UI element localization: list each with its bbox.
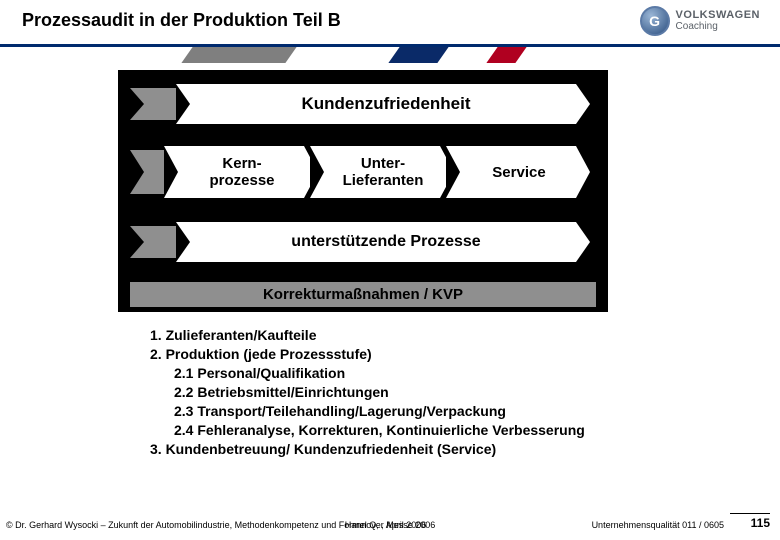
diagram-row-1: Kundenzufriedenheit	[130, 84, 576, 124]
header-shard	[285, 47, 406, 63]
arrow-stub	[130, 150, 164, 194]
arrow-service: Service	[446, 146, 576, 198]
list-item: 2.1 Personal/Qualifikation	[150, 364, 585, 383]
arrow-stub	[130, 88, 176, 120]
arrow-kundenzufriedenheit: Kundenzufriedenheit	[176, 84, 576, 124]
list-item: 2.2 Betriebsmittel/Einrichtungen	[150, 383, 585, 402]
list-item: 2.4 Fehleranalyse, Korrekturen, Kontinui…	[150, 421, 585, 440]
footer-event: Hannover Messe 2006	[345, 520, 436, 530]
slide-root: Prozessaudit in der Produktion Teil B G …	[0, 0, 780, 540]
logo-brand: VOLKSWAGEN	[676, 10, 760, 21]
header-shard	[515, 47, 780, 63]
arrow-kernprozesse: Kern- prozesse	[164, 146, 304, 198]
diagram-row-2: Kern- prozesse Unter- Lieferanten Servic…	[130, 146, 576, 198]
brand-logo: G VOLKSWAGEN Coaching	[640, 6, 760, 36]
list-item: 1. Zulieferanten/Kaufteile	[150, 326, 585, 345]
list-item: 2.3 Transport/Teilehandling/Lagerung/Ver…	[150, 402, 585, 421]
header-shard-strip	[0, 47, 780, 63]
header-shard	[182, 47, 303, 63]
diagram-row-3: unterstützende Prozesse	[130, 222, 576, 262]
footer-docref: Unternehmensqualität 011 / 0605	[592, 520, 724, 530]
arrow-unterstuetzende: unterstützende Prozesse	[176, 222, 576, 262]
bar-kvp: Korrekturmaßnahmen / KVP	[130, 282, 596, 307]
slide-title: Prozessaudit in der Produktion Teil B	[22, 10, 341, 31]
page-number: 115	[751, 516, 770, 530]
list-item: 3. Kundenbetreuung/ Kundenzufriedenheit …	[150, 440, 585, 459]
header: Prozessaudit in der Produktion Teil B G …	[0, 0, 780, 48]
header-shard	[0, 47, 199, 63]
logo-subbrand: Coaching	[676, 21, 760, 32]
diagram-row-4: Korrekturmaßnahmen / KVP	[130, 282, 596, 307]
footer-rule	[730, 513, 770, 514]
arrow-stub	[130, 226, 176, 258]
arrow-unterlieferanten: Unter- Lieferanten	[310, 146, 440, 198]
audit-list: 1. Zulieferanten/Kaufteile2. Produktion …	[150, 326, 585, 459]
process-diagram: Kundenzufriedenheit Kern- prozesse Unter…	[118, 70, 608, 312]
logo-text: VOLKSWAGEN Coaching	[676, 10, 760, 32]
list-item: 2. Produktion (jede Prozessstufe)	[150, 345, 585, 364]
logo-icon: G	[640, 6, 670, 36]
